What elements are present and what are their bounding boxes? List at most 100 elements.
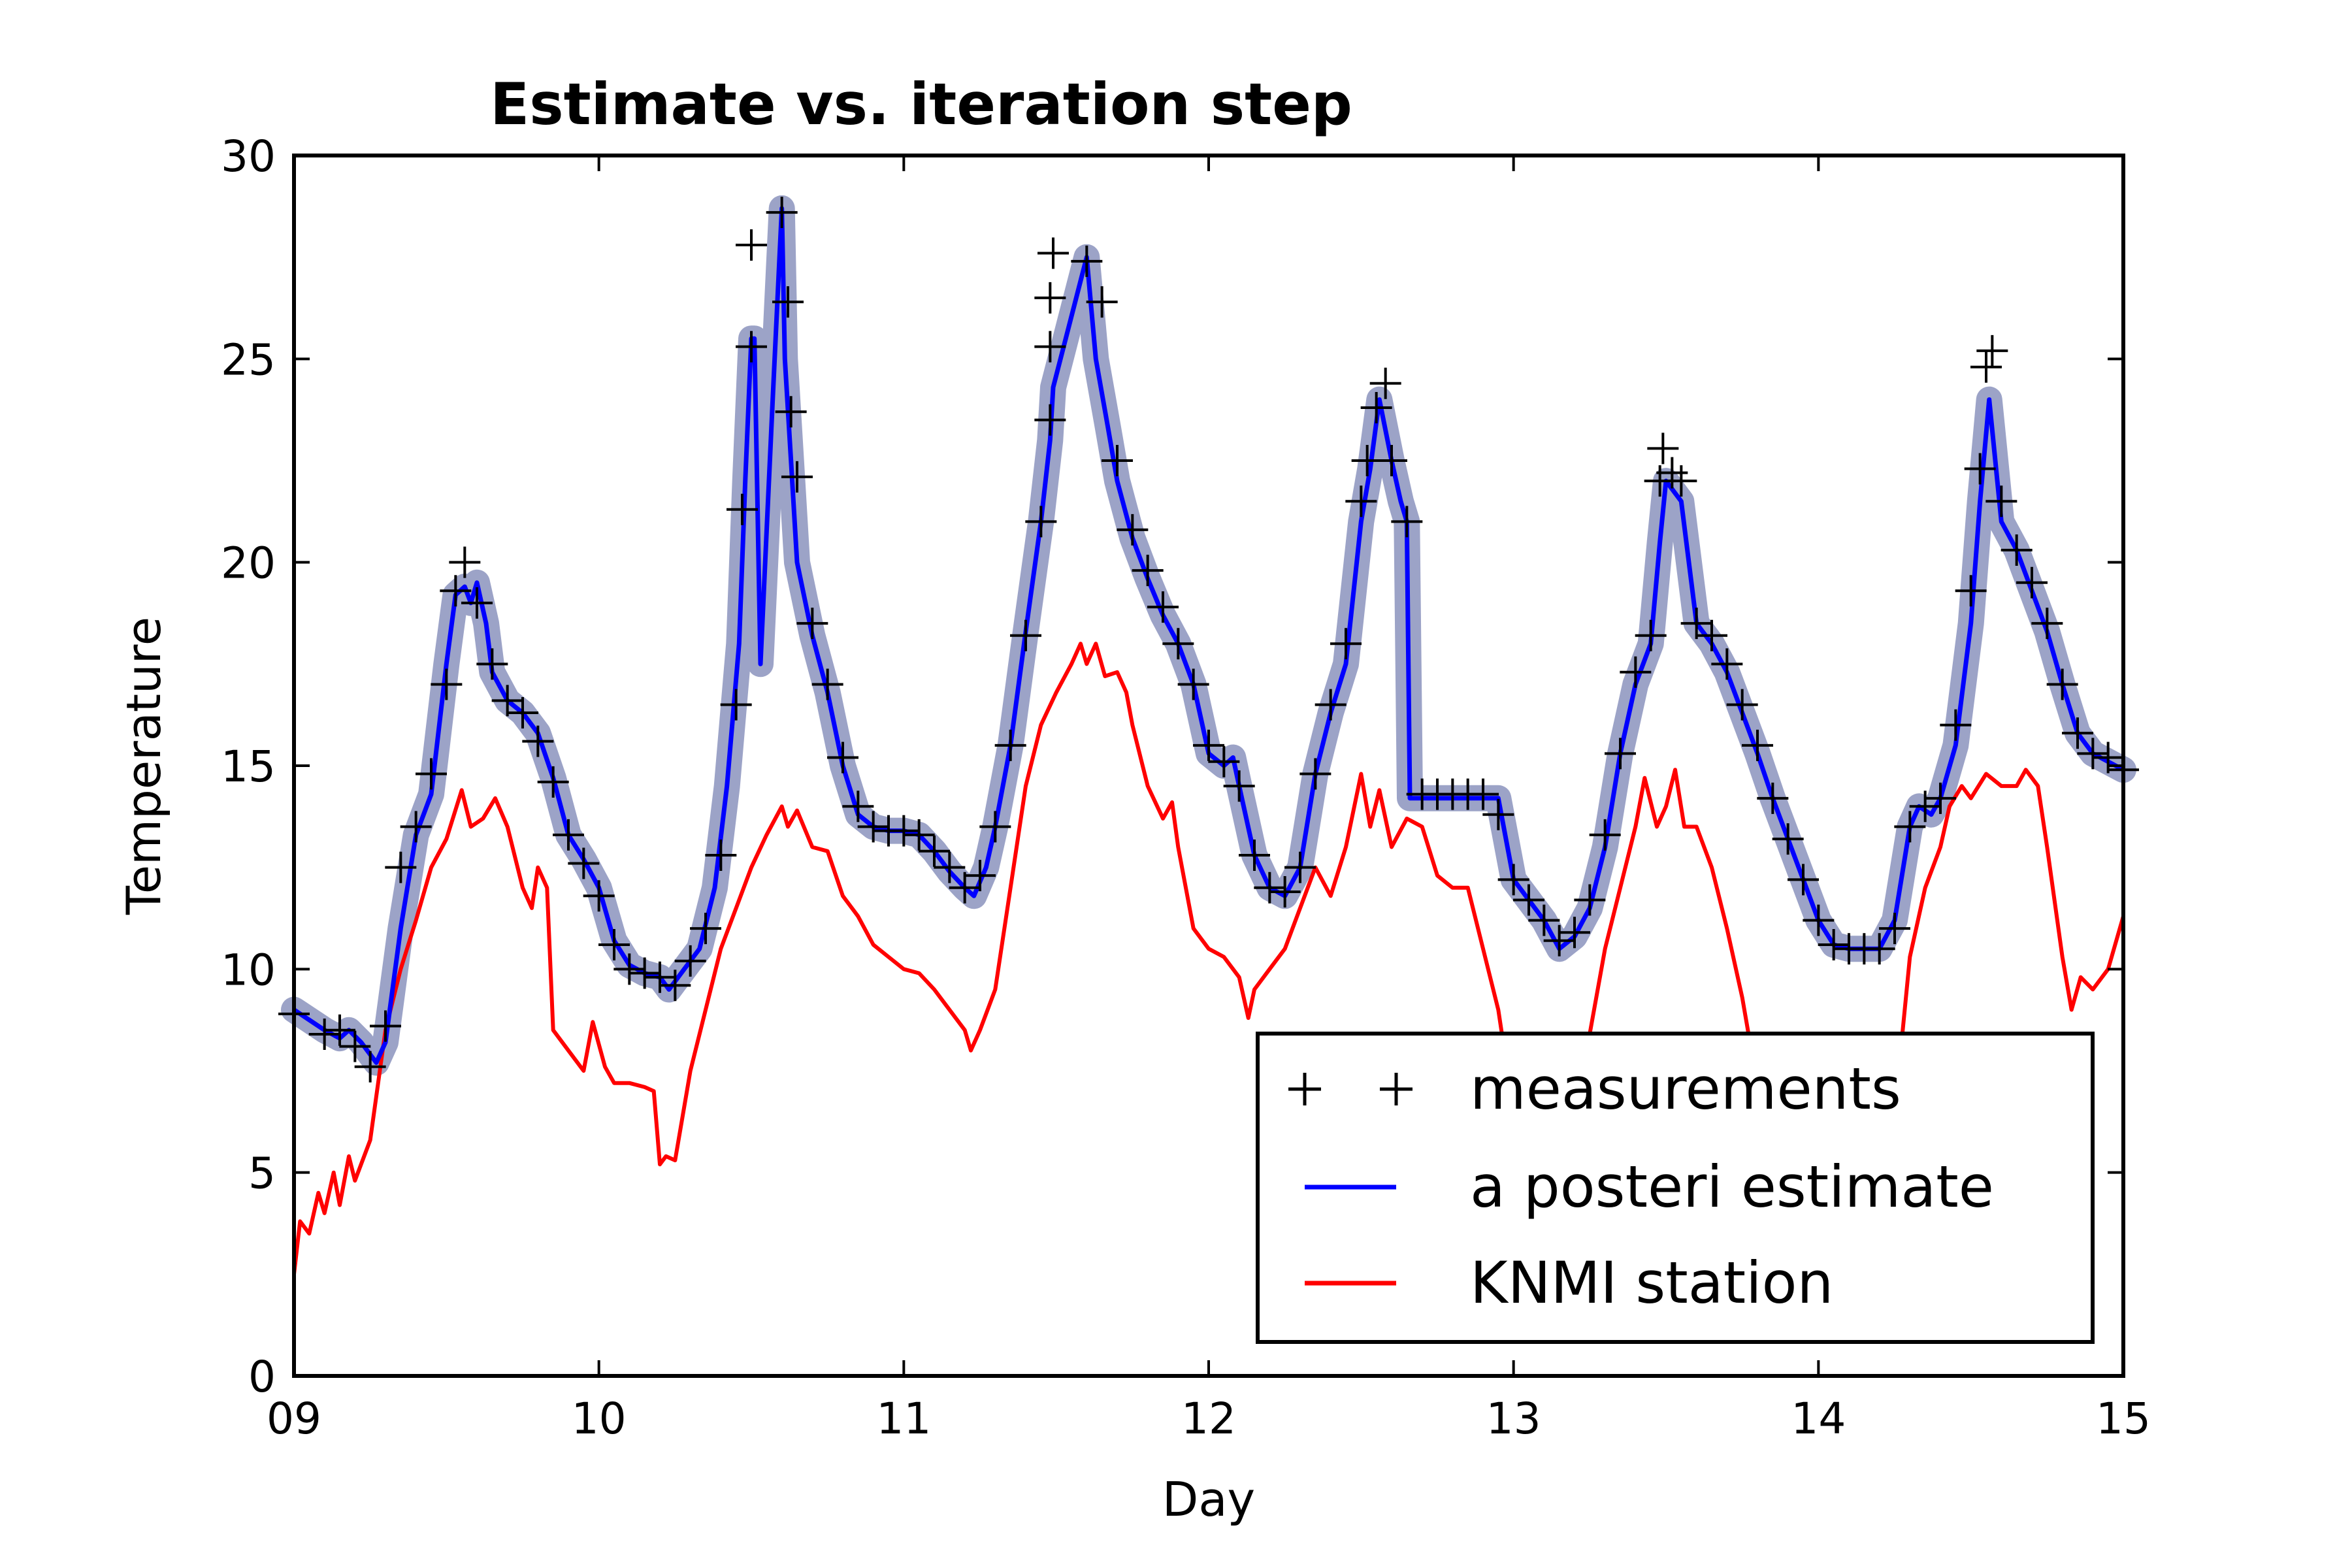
measurement-point [1177,668,1209,700]
y-tick-label: 25 [221,335,276,385]
measurement-point [522,725,554,757]
measurement-point [449,546,481,578]
legend: measurements a posteri estimate KNMI sta… [1256,1032,2095,1344]
measurement-point [613,953,645,985]
measurement-point [781,461,813,493]
measurement-point [842,791,874,823]
measurement-point [629,957,661,989]
y-tick-label: 15 [221,742,276,792]
measurement-point [1299,758,1331,790]
measurement-point [1925,782,1956,814]
measurement-point [690,913,721,945]
measurement-point [476,648,508,680]
measurement-point [1803,904,1835,936]
x-tick-label: 10 [572,1394,627,1444]
measurement-point [1345,485,1377,517]
measurement-point [964,860,996,892]
measurement-point [1034,331,1066,363]
measurement-point [491,685,523,717]
measurement-point [1620,656,1652,688]
knmi-station-line [292,642,2125,1275]
measurement-point [400,811,432,843]
measurement-point [1985,485,2017,517]
measurement-point [1955,575,1987,607]
measurement-point [811,668,843,700]
legend-label-knmi: KNMI station [1470,1249,1833,1316]
measurement-point [1647,433,1679,465]
measurement-point [1254,872,1286,904]
y-tick-label: 10 [221,945,276,995]
knmi-station-layer [292,642,2125,1275]
measurement-point [2016,566,2048,598]
legend-label-measurements: measurements [1470,1055,1901,1122]
measurement-point [1559,917,1590,949]
measurement-point [553,819,584,851]
measurement-point [705,839,737,871]
measurement-point [1369,367,1401,399]
x-tick-label: 13 [1486,1394,1541,1444]
measurement-point [1086,286,1118,318]
measurement-point [727,493,758,525]
measurement-point [720,689,752,721]
y-tick-label: 0 [248,1352,276,1402]
measurement-point [2077,738,2109,770]
measurement-point [354,1051,386,1083]
measurement-point [1788,864,1819,896]
measurement-point [1269,876,1301,908]
measurement-point [1071,245,1103,277]
measurement-point [583,880,615,912]
measurement-point [1102,445,1133,476]
measurement-point [1635,619,1667,651]
measurement-point [1147,591,1179,623]
measurement-point [994,729,1026,761]
x-axis-label: Day [1162,1472,1255,1527]
measurement-point [324,1014,355,1046]
measurement-point [1482,798,1514,830]
measurement-point [1976,335,2008,367]
measurement-point [1665,465,1697,497]
measurement-point [2031,608,2063,640]
measurement-point [1010,619,1041,651]
measurement-point [1117,514,1149,546]
measurement-point [2062,717,2093,749]
legend-measurements-marker [1288,1073,1413,1105]
measurement-point [766,197,798,229]
measurement-point [934,851,966,883]
measurement-point [949,872,981,904]
measurement-point [1970,351,2002,383]
measurement-point [1909,791,1941,823]
y-axis: 0 5 10 15 20 25 30 [221,131,2123,1402]
measurement-point [1239,839,1270,871]
measurement-point [1284,851,1316,883]
x-tick-label: 09 [267,1394,321,1444]
legend-label-estimate: a posteri estimate [1470,1153,1994,1220]
measurement-point [568,847,600,879]
measurement-point [1330,628,1362,660]
measurement-point [775,396,807,428]
measurement-point [1742,729,1773,761]
measurement-point [1757,782,1789,814]
measurement-point [1162,628,1194,660]
measurement-point [1696,619,1727,651]
x-tick-label: 15 [2096,1394,2151,1444]
measurement-point [827,742,858,774]
measurement-point [736,331,767,363]
measurement-point [440,575,472,607]
measurement-point [1208,745,1240,777]
measurement-point [507,697,538,729]
measurement-point [537,766,569,798]
measurement-point [1513,884,1544,916]
measurement-point [1940,709,1972,741]
measurement-point [1711,648,1743,680]
measurement-point [1818,928,1850,960]
measurement-point [1528,904,1560,936]
measurement-point [903,819,935,851]
measurement-point [1772,823,1804,855]
measurements-layer [278,197,2139,1083]
measurement-point [772,286,804,318]
measurement-point [1467,778,1499,810]
measurement-point [1863,933,1895,965]
x-tick-label: 12 [1181,1394,1236,1444]
measurement-point [1879,913,1910,945]
